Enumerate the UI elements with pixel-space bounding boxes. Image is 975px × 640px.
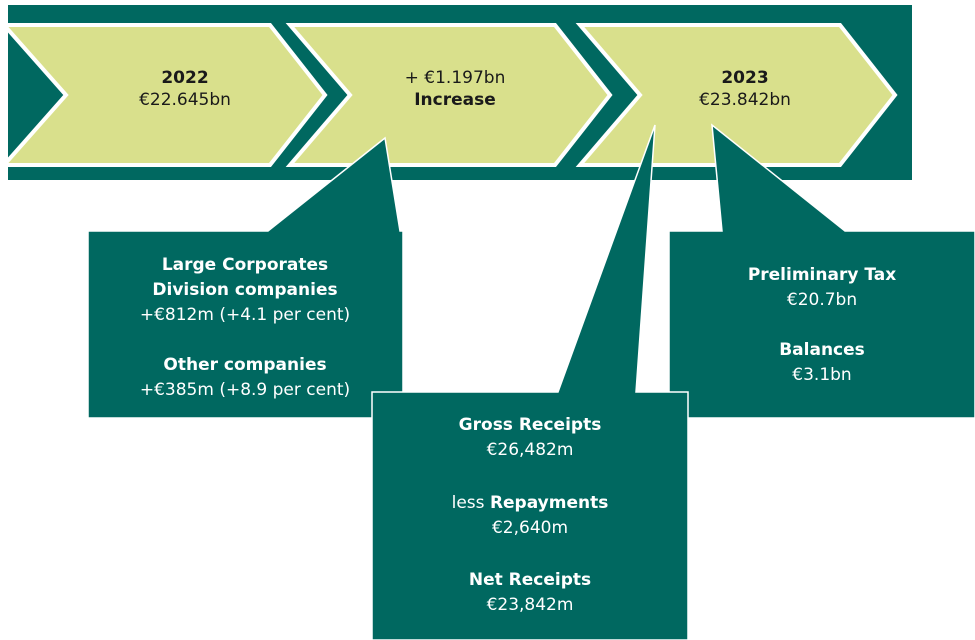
callout-text: +€812m (+4.1 per cent) [140, 305, 350, 325]
callout [668, 123, 975, 419]
callout-text: Balances [779, 340, 865, 360]
chevron-text: Increase [414, 90, 496, 110]
chevron-text: €23.842bn [699, 90, 791, 110]
callout-text: €2,640m [492, 518, 568, 538]
callout-text: less [452, 493, 485, 513]
callout-text: Large Corporates [162, 255, 328, 275]
callout-text: less Repayments [452, 493, 609, 513]
callout-box [668, 123, 975, 419]
callout-text: €20.7bn [787, 290, 857, 310]
callout-box [371, 124, 689, 640]
callout-text: €23,842m [487, 595, 574, 615]
chevron-text: 2022 [161, 68, 208, 88]
chevron [285, 23, 613, 167]
callout-text: €3.1bn [792, 365, 851, 385]
callout-text: Gross Receipts [459, 415, 602, 435]
chevrons [0, 23, 898, 167]
callout [371, 124, 689, 640]
callout [87, 136, 404, 419]
callout-box [87, 136, 404, 419]
callout-text: Division companies [152, 280, 337, 300]
chevron [0, 23, 328, 167]
callout-text: Repayments [490, 493, 608, 513]
chevron-text: + €1.197bn [405, 68, 506, 88]
callout-text: €26,482m [487, 440, 574, 460]
callout-text: Other companies [163, 355, 326, 375]
callout-text: Net Receipts [469, 570, 591, 590]
callout-text: +€385m (+8.9 per cent) [140, 380, 350, 400]
chevron-text: 2023 [721, 68, 768, 88]
callout-text: Preliminary Tax [748, 265, 896, 285]
chevron-text: €22.645bn [139, 90, 231, 110]
chevron [575, 23, 898, 167]
